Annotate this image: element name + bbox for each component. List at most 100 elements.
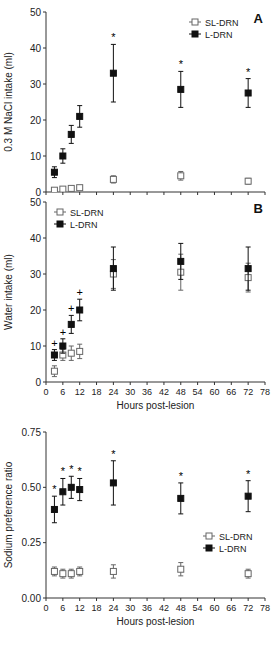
x-tick-label: 42 (159, 603, 169, 613)
data-point (51, 368, 57, 374)
x-tick (214, 598, 215, 601)
x-tick-label: 18 (92, 603, 102, 613)
y-tick-label: 30 (30, 269, 42, 280)
error-bar (52, 350, 57, 361)
x-tick (231, 382, 232, 385)
x-tick-label: 24 (108, 387, 118, 397)
x-tick-label: 72 (243, 387, 253, 397)
data-point (110, 480, 116, 486)
x-tick (79, 598, 80, 601)
panel: 0.000.250.500.75061218243036424854606672… (3, 427, 270, 628)
x-tick-label: 54 (193, 603, 203, 613)
y-tick (43, 274, 46, 275)
panel-label: B (254, 201, 263, 216)
x-tick-label: 0 (43, 387, 48, 397)
marks (51, 243, 251, 376)
y-axis-label: Sodium preference ratio (3, 461, 14, 568)
data-point (68, 321, 74, 327)
x-tick (265, 192, 266, 195)
x-tick (231, 192, 232, 195)
error-bar (77, 299, 82, 321)
error-bar (246, 247, 251, 290)
error-bar (111, 247, 116, 290)
x-tick-label: 60 (209, 603, 219, 613)
x-tick (214, 382, 215, 385)
x-tick (248, 598, 249, 601)
annotation: * (179, 58, 184, 70)
data-point (60, 571, 66, 577)
x-tick (197, 598, 198, 601)
x-tick (96, 598, 97, 601)
annotation: * (69, 463, 74, 475)
x-tick-label: 0 (43, 603, 48, 613)
x-tick (197, 382, 198, 385)
y-tick-label: 0.75 (22, 427, 42, 438)
y-tick-label: 0.00 (22, 593, 42, 604)
data-point (51, 187, 57, 192)
x-tick-label: 78 (260, 387, 270, 397)
y-tick (43, 542, 46, 543)
annotation: + (68, 302, 74, 314)
annotation: + (51, 337, 57, 349)
data-point (60, 343, 66, 349)
y-tick-label: 50 (30, 197, 42, 208)
x-tick (79, 192, 80, 195)
data-point (77, 348, 83, 354)
legend-label: L-DRN (219, 544, 247, 554)
y-tick-label: 0.25 (22, 537, 42, 548)
x-tick (248, 382, 249, 385)
data-point (77, 185, 83, 191)
x-tick-label: 6 (60, 387, 65, 397)
legend-label: L-DRN (70, 220, 98, 230)
error-bar (52, 496, 57, 523)
y-tick (43, 487, 46, 488)
y-tick-label: 10 (30, 341, 42, 352)
x-tick-label: 30 (125, 603, 135, 613)
y-tick (43, 120, 46, 121)
x-tick-label: 60 (209, 387, 219, 397)
legend-symbol (206, 545, 212, 551)
legend-label: SL-DRN (70, 208, 104, 218)
annotation: + (76, 286, 82, 298)
x-tick (46, 598, 47, 601)
data-point (68, 571, 74, 577)
annotation: * (179, 470, 184, 482)
x-axis-label: Hours post-lesion (117, 616, 195, 627)
error-bar (69, 569, 74, 578)
y-tick (43, 202, 46, 203)
data-point (110, 70, 116, 76)
error-bar (60, 149, 65, 163)
x-axis-line (46, 598, 265, 599)
error-bar (52, 567, 57, 576)
data-point (245, 571, 251, 577)
x-tick-label: 18 (92, 387, 102, 397)
legend-symbol (192, 19, 198, 25)
x-tick (130, 192, 131, 195)
error-bar (52, 167, 57, 178)
y-tick (43, 346, 46, 347)
x-tick (163, 382, 164, 385)
x-axis-label: Hours post-lesion (117, 400, 195, 411)
error-bar (69, 315, 74, 333)
x-tick (147, 192, 148, 195)
data-point (51, 568, 57, 574)
x-tick (46, 382, 47, 385)
error-bar (52, 366, 57, 377)
y-tick (43, 84, 46, 85)
x-tick (130, 382, 131, 385)
x-tick (180, 192, 181, 195)
x-tick-label: 36 (142, 603, 152, 613)
legend: SL-DRN L-DRN (54, 208, 104, 230)
data-point (68, 484, 74, 490)
y-tick-label: 0.50 (22, 482, 42, 493)
legend-label: SL-DRN (205, 18, 239, 28)
x-tick (163, 192, 164, 195)
x-tick (214, 192, 215, 195)
data-point (178, 258, 184, 264)
error-bar (111, 565, 116, 578)
error-bar (246, 79, 251, 108)
x-tick (147, 382, 148, 385)
data-point (68, 350, 74, 356)
x-tick (113, 598, 114, 601)
legend-symbol (192, 31, 198, 37)
